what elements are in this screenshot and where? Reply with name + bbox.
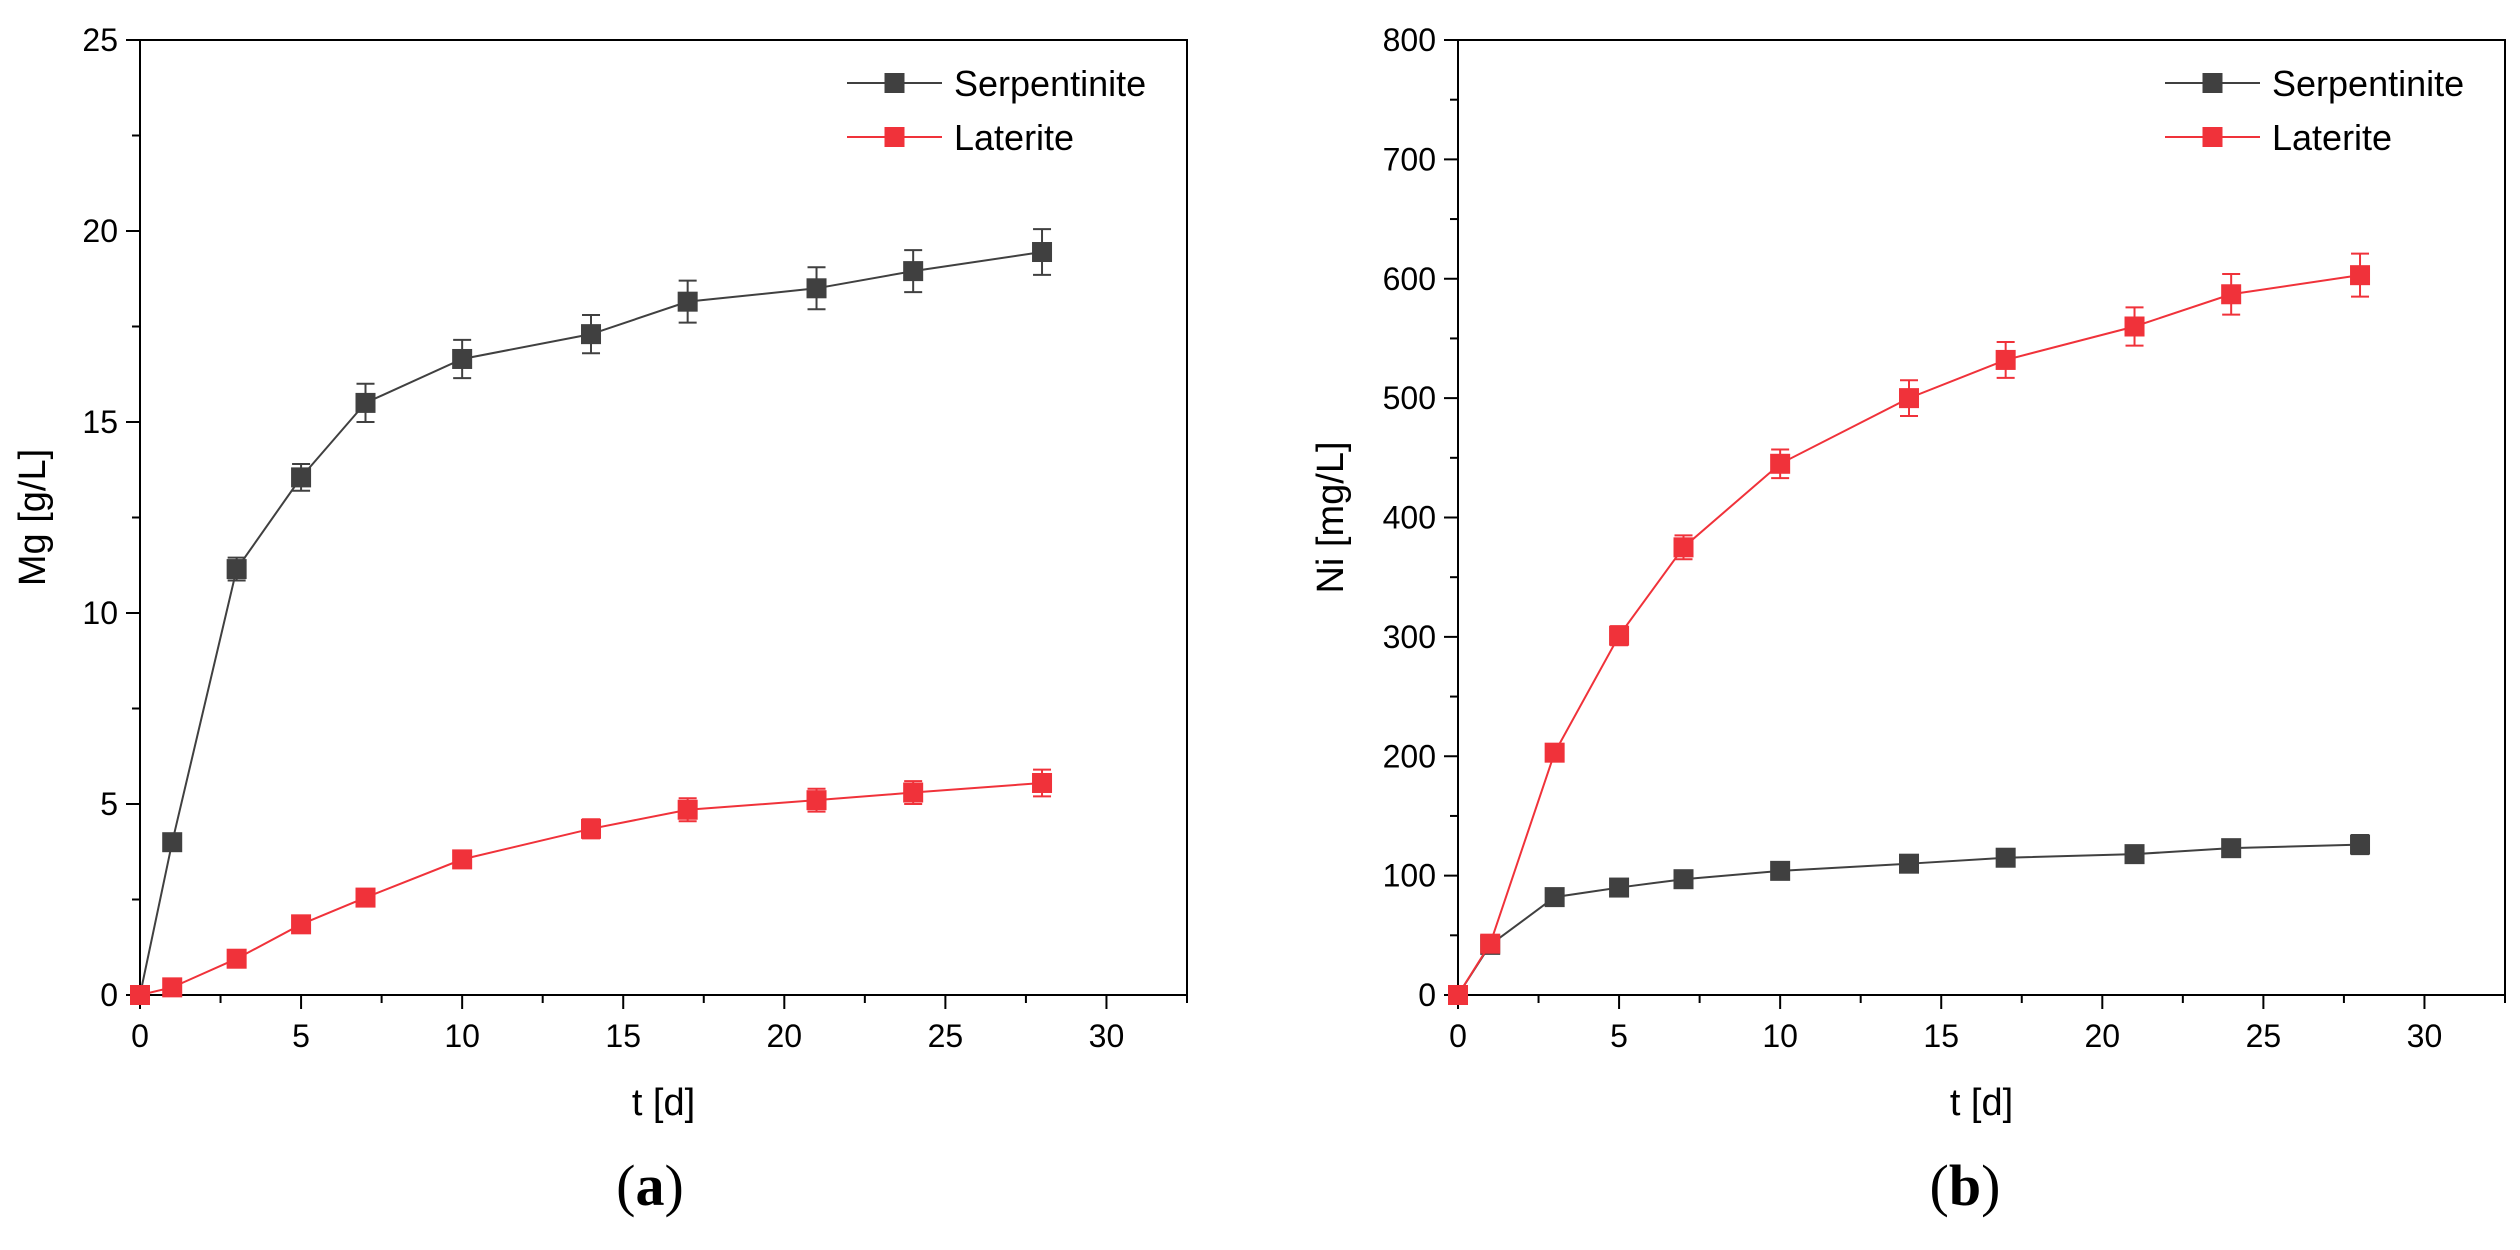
y-tick-label: 0 [100,977,118,1013]
data-point [806,278,827,299]
y-tick-label: 0 [1418,977,1436,1013]
series-line [139,251,1043,996]
data-point [226,559,247,580]
data-point [1544,742,1565,763]
data-point [1480,933,1501,954]
x-tick-label: 30 [1089,1018,1125,1054]
data-point [677,799,698,820]
y-axis-label: Ni [mg/L] [1310,441,1352,593]
data-point [1899,388,1920,409]
x-tick-label: 0 [131,1018,149,1054]
y-tick-label: 300 [1383,619,1436,655]
data-point [1673,869,1694,890]
x-axis-label: t [d] [632,1082,695,1124]
y-tick-label: 800 [1383,22,1436,58]
data-point [291,914,312,935]
data-point [226,948,247,969]
data-point [1995,349,2016,370]
series-line [139,781,1043,996]
y-tick-label: 20 [82,213,118,249]
x-tick-label: 20 [767,1018,803,1054]
data-point [1609,625,1630,646]
plot-frame [139,39,1188,996]
data-point [903,261,924,282]
data-point [1032,242,1053,263]
data-point [162,977,183,998]
y-tick-label: 10 [82,595,118,631]
x-tick-label: 20 [2085,1018,2121,1054]
data-point [130,985,150,1005]
data-point [2124,316,2145,337]
data-point [806,790,827,811]
data-point [581,818,602,839]
legend-label: Serpentinite [2272,63,2464,104]
data-point [2124,844,2145,865]
data-point [1995,847,2016,868]
x-axis-label: t [d] [1950,1082,2013,1124]
data-point [677,291,698,312]
series-serpentinite [1448,834,2371,1005]
data-point [1609,877,1630,898]
series-laterite [1448,252,2371,1005]
y-tick-label: 600 [1383,261,1436,297]
legend-marker [884,127,905,147]
series-laterite [130,768,1053,1005]
plot-frame [1457,39,2506,996]
data-point [355,392,376,413]
data-point [1448,985,1468,1005]
data-point [2350,834,2371,855]
data-point [1770,453,1791,474]
x-tick-label: 10 [1762,1018,1798,1054]
panel-label: (b) [1930,1153,2001,1218]
legend-label: Serpentinite [954,63,1146,104]
data-point [2221,838,2242,859]
x-tick-label: 5 [1610,1018,1628,1054]
y-tick-label: 700 [1383,141,1436,177]
data-point [1032,772,1053,793]
data-point [903,782,924,803]
x-tick-label: 25 [928,1018,964,1054]
data-point [1899,853,1920,874]
data-point [452,348,473,369]
data-point [355,887,376,908]
x-tick-label: 25 [2246,1018,2282,1054]
data-point [162,832,183,853]
y-tick-label: 400 [1383,500,1436,536]
y-axis-label: Mg [g/L] [12,449,54,586]
y-tick-label: 15 [82,404,118,440]
y-tick-label: 200 [1383,738,1436,774]
legend-marker [2202,73,2223,93]
data-point [2350,265,2371,286]
x-tick-label: 15 [1923,1018,1959,1054]
data-point [452,849,473,870]
chart-panel-a: 0 5 10 15 20 25 30 0 5 10 15 20 25 t [d] Mg [g/L] Serpe… [12,22,1188,1218]
series-serpentinite [130,228,1053,1005]
data-point [2221,284,2242,305]
data-point [581,324,602,345]
x-tick-label: 10 [444,1018,480,1054]
y-tick-label: 100 [1383,858,1436,894]
y-tick-label: 5 [100,786,118,822]
x-tick-label: 0 [1449,1018,1467,1054]
data-point [1544,887,1565,908]
legend-marker [884,73,905,93]
data-point [1770,860,1791,881]
legend-label: Laterite [954,117,1074,158]
panel-label: (a) [616,1153,684,1218]
y-tick-label: 25 [82,22,118,58]
data-point [291,467,312,488]
x-tick-label: 30 [2407,1018,2443,1054]
data-point [1673,537,1694,558]
legend-label: Laterite [2272,117,2392,158]
y-tick-label: 500 [1383,380,1436,416]
legend-marker [2202,127,2223,147]
x-tick-label: 5 [292,1018,310,1054]
x-tick-label: 15 [605,1018,641,1054]
